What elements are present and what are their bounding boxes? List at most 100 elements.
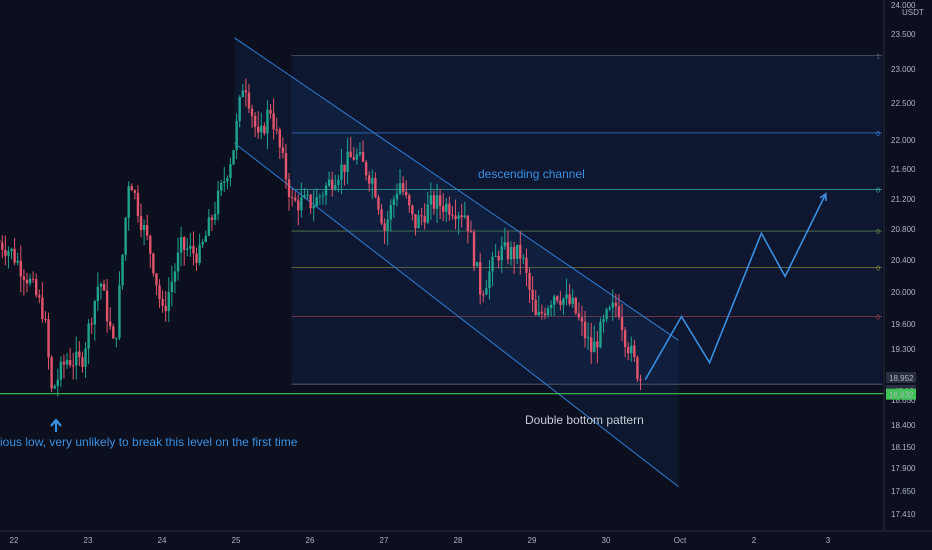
candle-body [469, 231, 473, 233]
candle-body [593, 341, 596, 353]
candle-body [260, 125, 263, 133]
candle-body [500, 246, 503, 261]
fib-level-label: 0 [876, 229, 880, 236]
candle-body [78, 351, 81, 358]
candle-body [309, 194, 312, 209]
candle-body [235, 120, 238, 151]
candle-body [368, 175, 371, 184]
candle-body [472, 232, 476, 267]
candle-body [263, 125, 266, 134]
candle-body [334, 185, 337, 190]
candle-body [546, 308, 550, 316]
candle-body [549, 304, 553, 309]
candle-body [68, 360, 72, 366]
support-price-tag [886, 388, 916, 400]
candle-body [636, 357, 639, 380]
candle-body [540, 311, 544, 314]
fib-level-label: 0 [876, 131, 880, 138]
candle-body [405, 191, 408, 196]
fib-level-label: 0 [876, 315, 880, 322]
candle-body [136, 192, 140, 216]
candle-body [167, 292, 170, 312]
descending-channel [234, 37, 679, 488]
price-axis[interactable]: USDT 24.000 23.500 23.000 22.500 22.000 21.60… [883, 0, 932, 550]
candle-body [485, 288, 488, 295]
candle-body [611, 302, 614, 308]
candle-body [389, 205, 392, 220]
candle-body [204, 235, 207, 242]
candle-body [300, 197, 303, 211]
candle-body [534, 299, 537, 316]
candle-body [238, 97, 241, 121]
price-tick-label: 22.500 [891, 99, 916, 108]
projection-arrowhead [819, 192, 827, 201]
time-tick-label: 3 [826, 536, 831, 545]
price-tick-label: 24.000 [891, 1, 916, 10]
candle-body [596, 341, 599, 348]
price-tick-label: 20.400 [891, 256, 916, 265]
candle-body [44, 318, 47, 320]
price-tick-label: 23.000 [891, 65, 916, 74]
candle-body [287, 179, 291, 198]
up-arrow-head [50, 418, 62, 427]
candle-body [47, 319, 50, 358]
candle-body [176, 252, 180, 272]
time-tick-label: 28 [454, 536, 463, 545]
candle-body [75, 351, 78, 366]
candle-body [59, 361, 63, 380]
candle-body [149, 235, 152, 254]
candle-body [599, 321, 602, 348]
candle-body [605, 309, 608, 320]
candle-body [522, 257, 525, 259]
candle-body [179, 237, 183, 253]
candle-body [19, 260, 22, 277]
candle-body [445, 203, 448, 212]
candle-body [1, 242, 4, 250]
candle-body [124, 217, 127, 255]
candle-body [343, 164, 346, 172]
time-axis[interactable]: 22 23 24 25 26 27 28 29 30 Oct 2 3 [0, 530, 932, 550]
candle-body [250, 108, 254, 116]
candle-body [408, 195, 411, 206]
candle-body [16, 260, 19, 263]
candle-body [229, 164, 232, 178]
candle-body [466, 215, 470, 232]
candle-body [297, 200, 300, 211]
projection-path [644, 192, 827, 381]
time-tick-label: 25 [232, 536, 241, 545]
candle-body [315, 197, 318, 206]
channel-upper-line [234, 37, 679, 341]
candle-body [90, 323, 93, 325]
candle-body [31, 278, 35, 280]
time-tick-label: 24 [158, 536, 167, 545]
candle-body [152, 253, 155, 274]
candle-body [121, 254, 124, 286]
price-tick-label: 21.200 [891, 195, 916, 204]
candle-body [528, 272, 531, 290]
candle-body [146, 225, 149, 236]
candle-body [494, 255, 497, 257]
candle-body [38, 295, 41, 298]
last-price-tag [886, 372, 916, 383]
candle-body [442, 206, 445, 212]
candle-body [331, 179, 334, 190]
candle-body [318, 196, 322, 198]
candle-body [294, 197, 297, 201]
time-tick-label: 22 [10, 536, 19, 545]
candle-body [531, 289, 534, 300]
fib-level-label: 1 [876, 54, 880, 61]
candle-body [99, 283, 103, 287]
fib-level-label: 0 [876, 265, 880, 272]
price-tick-label: 17.410 [891, 510, 916, 519]
candle-body [559, 300, 562, 305]
candle-body [614, 302, 618, 307]
candle-body [543, 313, 547, 316]
channel-lower-line [234, 142, 679, 488]
candle-body [337, 179, 340, 186]
annotation-support-note: ious low, very unlikely to break this le… [0, 435, 298, 449]
candle-body [602, 319, 605, 322]
candle-body [65, 360, 69, 365]
candle-body [50, 357, 53, 389]
candle-body [216, 190, 220, 214]
